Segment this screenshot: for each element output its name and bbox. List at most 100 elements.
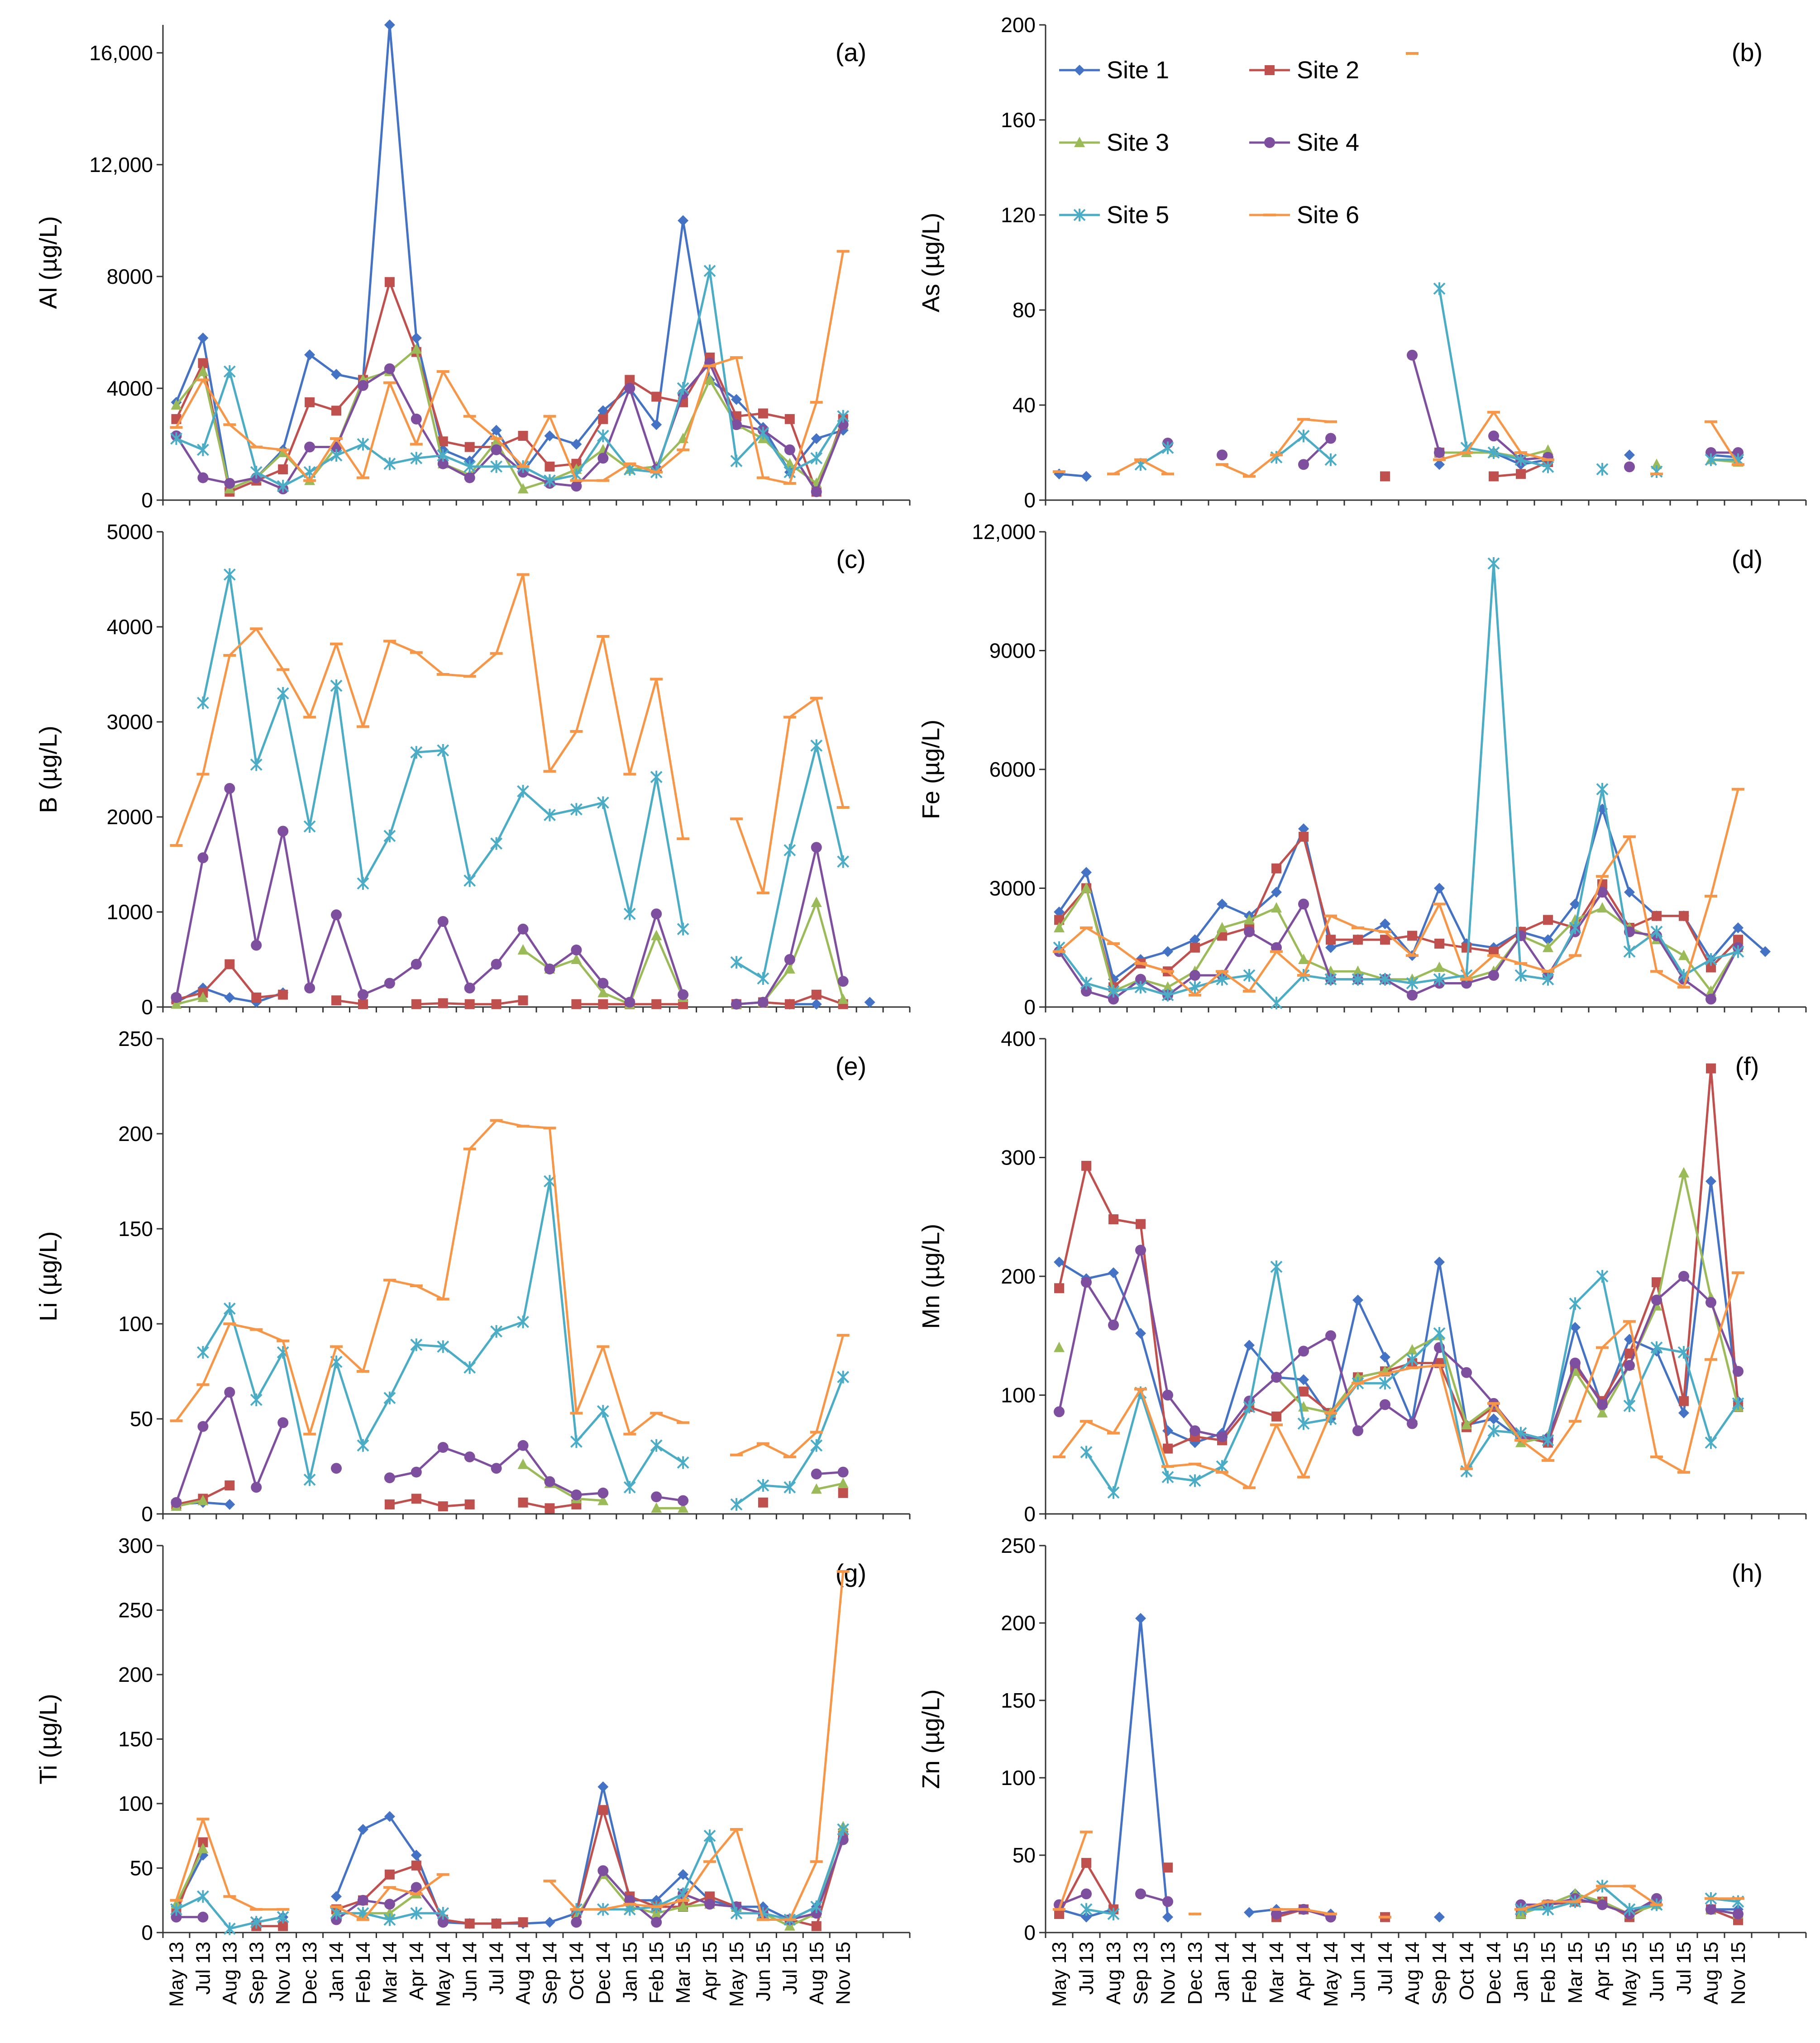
data-point: [1597, 1899, 1608, 1910]
data-point: [1298, 459, 1309, 470]
data-point: [223, 365, 236, 378]
y-tick-label: 6000: [989, 758, 1036, 781]
data-point: [677, 922, 689, 936]
y-tick-label: 250: [1001, 1534, 1036, 1557]
data-point: [1298, 823, 1309, 835]
x-tick-label: Aug 14: [1401, 1942, 1424, 2005]
legend-marker: [1265, 65, 1275, 75]
data-point: [225, 1480, 235, 1490]
data-point: [1135, 974, 1146, 985]
data-point: [1733, 1366, 1744, 1377]
x-tick-label: Sep 13: [245, 1942, 268, 2005]
data-point: [1705, 953, 1717, 966]
y-tick-label: 0: [141, 995, 153, 1019]
data-point: [1081, 867, 1092, 878]
panel-label: (e): [836, 1052, 866, 1080]
y-tick-label: 0: [1024, 1502, 1036, 1526]
data-point: [1434, 939, 1444, 949]
data-point: [1434, 1256, 1445, 1268]
x-tick-label: Jan 14: [1211, 1942, 1233, 2001]
data-point: [1489, 946, 1499, 957]
x-tick-label: Mar 14: [1266, 1942, 1288, 2004]
data-point: [545, 1503, 555, 1513]
data-point: [650, 1439, 663, 1452]
data-point: [1624, 461, 1635, 473]
data-point: [1705, 1436, 1717, 1449]
data-point: [730, 454, 743, 468]
data-point: [196, 443, 209, 456]
x-tick-label: Apr 15: [699, 1942, 721, 2000]
data-point: [1706, 1063, 1716, 1074]
data-point: [1136, 1219, 1146, 1229]
series-line: [175, 1119, 845, 1458]
data-point: [330, 679, 343, 692]
data-point: [730, 956, 743, 969]
data-point: [811, 1921, 822, 1931]
data-point: [1462, 942, 1471, 953]
data-point: [1298, 898, 1309, 910]
y-tick-label: 200: [118, 1663, 153, 1686]
series-line: [1059, 451, 1739, 477]
y-tick-label: 250: [118, 1599, 153, 1622]
y-tick-label: 250: [118, 1027, 153, 1050]
data-point: [491, 1919, 502, 1929]
legend: Site 1 Site 2 Site 3 Site 4 Site 5 Site 6: [1059, 57, 1359, 229]
legend-marker: [1074, 65, 1085, 76]
data-point: [597, 978, 609, 989]
data-point: [623, 1481, 636, 1494]
data-point: [1162, 946, 1173, 957]
data-point: [544, 474, 556, 487]
data-point: [1271, 902, 1282, 913]
data-point: [464, 1919, 475, 1929]
data-point: [1297, 1417, 1310, 1430]
data-point: [758, 1497, 768, 1508]
y-axis-label: Ti (µg/L): [35, 1694, 62, 1784]
data-point: [384, 1472, 395, 1484]
data-point: [545, 461, 555, 472]
data-point: [1135, 1888, 1146, 1900]
series-site-6: [170, 250, 850, 485]
data-point: [544, 808, 556, 821]
data-point: [357, 438, 369, 451]
x-tick-label: Nov 13: [1157, 1942, 1179, 2005]
data-point: [1596, 783, 1609, 796]
x-tick-label: Jul 13: [1075, 1942, 1098, 1995]
data-point: [1271, 1411, 1281, 1422]
data-point: [250, 758, 263, 771]
data-point: [305, 397, 315, 407]
y-tick-label: 100: [1001, 1766, 1036, 1790]
data-point: [651, 391, 662, 402]
data-point: [1624, 1348, 1634, 1359]
data-point: [278, 464, 288, 475]
data-point: [491, 1463, 502, 1474]
y-tick-label: 50: [130, 1407, 153, 1431]
data-point: [598, 414, 608, 424]
data-point: [384, 363, 395, 374]
data-point: [1081, 882, 1092, 893]
data-point: [225, 959, 235, 969]
data-point: [1080, 1903, 1093, 1916]
x-tick-label: Jul 15: [779, 1942, 801, 1995]
x-tick-label: Jun 14: [459, 1942, 481, 2001]
data-point: [811, 486, 822, 497]
y-axis-label: B (µg/L): [35, 726, 62, 813]
data-point: [730, 1907, 743, 1920]
data-point: [411, 959, 422, 970]
series-site-3: [1054, 1167, 1744, 1447]
data-point: [410, 746, 423, 759]
series-site-5: [170, 1823, 850, 1935]
panel-label: (f): [1735, 1052, 1759, 1080]
data-point: [437, 1917, 449, 1928]
data-point: [411, 1494, 421, 1504]
data-point: [197, 332, 209, 344]
data-point: [544, 1476, 555, 1487]
series-site-1: [1054, 1176, 1744, 1448]
data-point: [757, 1479, 769, 1492]
data-point: [464, 983, 475, 993]
data-point: [277, 826, 289, 837]
series-site-1: [171, 19, 849, 495]
data-point: [438, 1501, 448, 1512]
data-point: [1624, 887, 1635, 898]
x-tick-label: Oct 14: [565, 1942, 588, 2000]
